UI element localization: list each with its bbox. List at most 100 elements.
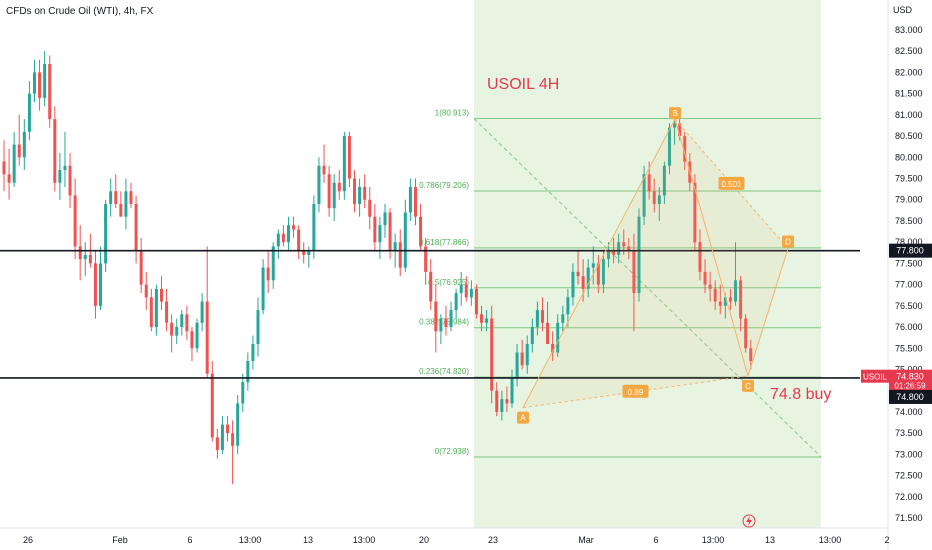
candle-body — [439, 318, 443, 332]
candle-body — [413, 187, 417, 217]
candle-body — [617, 242, 621, 255]
symbol-label: USOIL — [863, 373, 888, 382]
pattern-point-badge — [782, 235, 794, 248]
pattern-leg — [747, 248, 789, 376]
candle-body — [281, 233, 285, 243]
time-tick-label: Feb — [112, 535, 128, 545]
price-tick-label: 71.500 — [895, 513, 923, 523]
countdown-label: 01:26:59 — [894, 382, 926, 391]
pattern-triangle-abc — [523, 119, 748, 408]
time-tick-label: 13:00 — [702, 535, 725, 545]
candle-body — [93, 263, 97, 306]
candle-body — [561, 314, 565, 323]
level-lower-label: 74.800 — [896, 392, 924, 402]
candle-body — [297, 229, 301, 251]
candle-body — [647, 174, 651, 192]
time-tick-label: Mar — [578, 535, 594, 545]
pattern-leg — [522, 118, 676, 408]
fibonacci-levels: 1(80.913) 0.786(79.206) 0.618(77.866) 0.5(7… — [419, 109, 821, 458]
candle-body — [469, 288, 473, 298]
time-tick-label: 6 — [653, 535, 658, 545]
candle-body — [27, 93, 31, 132]
candle-body — [119, 203, 123, 217]
pattern-point-badge — [669, 107, 681, 120]
pattern-triangle-bcd — [675, 119, 788, 376]
candle-body — [292, 225, 296, 230]
price-tick-label: 82.500 — [895, 46, 923, 56]
candle-body — [556, 322, 560, 353]
candle-body — [251, 344, 255, 361]
fib-diagonal — [473, 118, 822, 458]
candle-body — [104, 203, 108, 264]
candle-body — [124, 191, 128, 217]
pattern-ratio-label: 0.89 — [628, 388, 644, 397]
candle-body — [749, 348, 753, 361]
candle-body — [713, 288, 717, 302]
candle-body — [449, 310, 453, 328]
candle-body — [276, 233, 280, 247]
annotations: USOIL 4H 74.8 buy — [487, 76, 831, 528]
candle-body — [596, 263, 600, 285]
candle-body — [723, 297, 727, 306]
level-upper-label: 77.800 — [896, 246, 924, 256]
candle-body — [312, 203, 316, 251]
candle-body — [246, 360, 250, 383]
candle-body — [175, 327, 179, 336]
candle-body — [180, 314, 184, 328]
candle-body — [632, 250, 636, 294]
price-tick-label: 73.500 — [895, 428, 923, 438]
candle-body — [667, 127, 671, 166]
candle-body — [195, 322, 199, 349]
price-tick-label: 78.000 — [895, 237, 923, 247]
last-price-label: 74.830 — [896, 372, 924, 382]
price-tick-label: 83.000 — [895, 25, 923, 35]
price-tick-label: 79.000 — [895, 195, 923, 205]
candle-body — [459, 284, 463, 294]
candle-body — [703, 271, 707, 285]
candle-body — [744, 318, 748, 349]
candle-body — [525, 344, 529, 366]
candle-body — [718, 301, 722, 306]
candle-body — [271, 246, 275, 281]
candle-body — [708, 284, 712, 289]
fib-level-label: 0.618(77.866) — [419, 238, 469, 247]
candle-body — [165, 301, 169, 323]
candle-body — [99, 263, 103, 306]
candle-body — [83, 254, 87, 260]
level-upper-badge — [889, 243, 932, 258]
candlestick-series — [2, 51, 753, 485]
candle-body — [114, 191, 118, 204]
candle-body — [434, 301, 438, 332]
lightning-icon[interactable] — [742, 514, 756, 528]
candle-body — [398, 242, 402, 268]
fib-level-label: 0.382(75.984) — [419, 318, 469, 327]
price-tick-label: 77.500 — [895, 258, 923, 268]
candle-body — [571, 271, 575, 298]
candle-body — [358, 187, 362, 204]
candle-body — [739, 280, 743, 319]
candle-body — [480, 314, 484, 323]
forecast-zone-rect — [474, 0, 821, 528]
candle-body — [500, 399, 504, 412]
candle-body — [662, 165, 666, 196]
candle-body — [73, 195, 77, 247]
y-axis-unit: USD — [893, 5, 913, 15]
candle-body — [515, 352, 519, 378]
candle-body — [32, 72, 36, 94]
last-price-badge — [889, 369, 932, 392]
candle-body — [337, 182, 341, 192]
price-tick-label: 76.500 — [895, 301, 923, 311]
candle-body — [673, 123, 677, 128]
candle-body — [551, 344, 555, 353]
candle-body — [383, 212, 387, 226]
candle-body — [317, 165, 321, 204]
candle-body — [419, 216, 423, 247]
candle-body — [683, 136, 687, 162]
candle-body — [261, 267, 265, 311]
candle-body — [429, 271, 433, 302]
candle-body — [698, 242, 702, 272]
price-tick-label: 79.500 — [895, 174, 923, 184]
candle-body — [393, 242, 397, 251]
candle-body — [444, 318, 448, 328]
candle-body — [540, 310, 544, 323]
